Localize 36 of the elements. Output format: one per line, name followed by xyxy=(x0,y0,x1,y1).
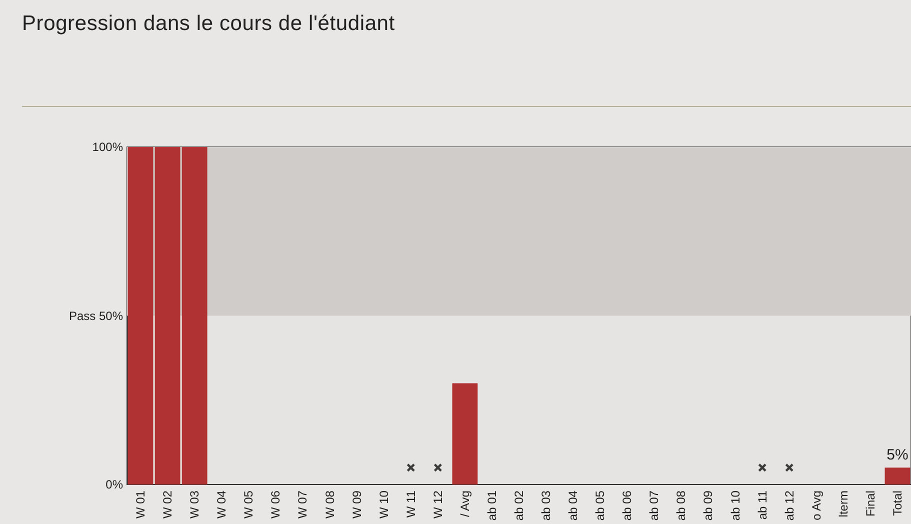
x-tick-label: ab 03 xyxy=(539,490,554,521)
x-tick-label: W 11 xyxy=(404,490,418,518)
bar xyxy=(452,383,478,485)
x-tick-label: ab 08 xyxy=(674,490,688,521)
x-tick-label: ab 02 xyxy=(512,490,526,521)
y-tick-label: 100% xyxy=(92,140,124,154)
y-tick-label: Pass 50% xyxy=(68,308,124,323)
x-tick-label: ab 04 xyxy=(566,490,580,521)
x-tick-label: W 09 xyxy=(350,490,364,519)
x-tick-label: ab 10 xyxy=(728,490,742,521)
y-tick-label: 0% xyxy=(106,478,124,492)
x-tick-label: o Avg xyxy=(809,490,824,520)
x-tick-label: ab 12 xyxy=(782,490,796,521)
x-tick-label: W 04 xyxy=(214,490,229,519)
x-tick-label: ab 05 xyxy=(593,490,608,521)
x-tick-label: W 08 xyxy=(322,490,337,519)
x-tick-label: ab 07 xyxy=(647,490,662,521)
x-tick-label: / Avg xyxy=(458,490,472,517)
x-tick-label: ab 09 xyxy=(701,490,716,521)
x-tick-label: lterm xyxy=(836,490,850,518)
chart-title: Progression dans le cours de l'étudiant xyxy=(22,12,395,36)
x-tick-label: W 06 xyxy=(268,490,283,519)
bar xyxy=(884,468,910,485)
x-tick-label: ab 11 xyxy=(755,490,770,520)
x-tick-label: Final xyxy=(863,490,878,517)
x-tick-label: ab 06 xyxy=(620,490,634,521)
data-label: 5% xyxy=(886,446,908,464)
x-tick-label: W 02 xyxy=(160,490,175,519)
x-tick-label: W 07 xyxy=(296,490,310,519)
x-tick-label: W 03 xyxy=(188,490,202,519)
x-tick-label: ab 01 xyxy=(484,490,499,521)
x-tick-label: W 12 xyxy=(430,490,445,519)
x-tick-label: W 05 xyxy=(242,490,256,519)
x-tick-label: W 01 xyxy=(134,490,148,519)
x-tick-label: W 10 xyxy=(376,490,391,519)
x-tick-label: Total xyxy=(890,490,904,516)
